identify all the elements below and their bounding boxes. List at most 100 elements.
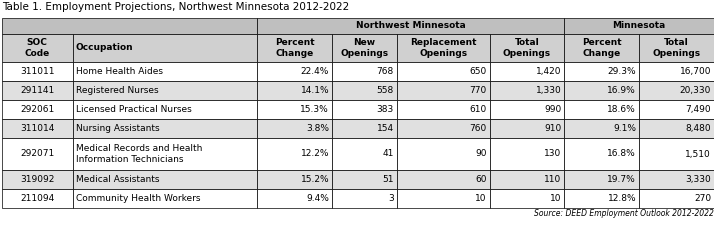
Bar bbox=[397, 81, 490, 100]
Bar bbox=[639, 170, 714, 189]
Text: 15.3%: 15.3% bbox=[301, 105, 329, 114]
Text: 110: 110 bbox=[544, 175, 561, 184]
Text: Home Health Aides: Home Health Aides bbox=[76, 67, 163, 76]
Bar bbox=[397, 100, 490, 119]
Bar bbox=[257, 138, 332, 170]
Bar bbox=[73, 138, 257, 170]
Text: Percent
Change: Percent Change bbox=[582, 38, 622, 58]
Bar bbox=[332, 62, 397, 81]
Bar bbox=[639, 62, 714, 81]
Text: 16,700: 16,700 bbox=[680, 67, 711, 76]
Bar bbox=[257, 100, 332, 119]
Text: Nursing Assistants: Nursing Assistants bbox=[76, 124, 159, 133]
Text: Table 1. Employment Projections, Northwest Minnesota 2012-2022: Table 1. Employment Projections, Northwe… bbox=[2, 2, 349, 12]
Text: Licensed Practical Nurses: Licensed Practical Nurses bbox=[76, 105, 191, 114]
Bar bbox=[257, 18, 564, 34]
Bar bbox=[397, 138, 490, 170]
Bar bbox=[397, 119, 490, 138]
Bar bbox=[73, 170, 257, 189]
Text: 10: 10 bbox=[550, 194, 561, 203]
Text: 9.1%: 9.1% bbox=[613, 124, 636, 133]
Bar bbox=[332, 189, 397, 208]
Text: Minnesota: Minnesota bbox=[613, 22, 666, 30]
Bar bbox=[490, 100, 564, 119]
Text: 650: 650 bbox=[469, 67, 486, 76]
Bar bbox=[73, 62, 257, 81]
Bar bbox=[490, 170, 564, 189]
Text: 41: 41 bbox=[382, 150, 393, 159]
Bar bbox=[2, 62, 73, 81]
Bar bbox=[490, 138, 564, 170]
Text: 90: 90 bbox=[475, 150, 486, 159]
Bar bbox=[639, 119, 714, 138]
Text: 154: 154 bbox=[376, 124, 393, 133]
Text: 291141: 291141 bbox=[20, 86, 54, 95]
Text: 19.7%: 19.7% bbox=[608, 175, 636, 184]
Bar bbox=[490, 189, 564, 208]
Bar bbox=[564, 119, 639, 138]
Bar bbox=[639, 34, 714, 62]
Bar bbox=[2, 189, 73, 208]
Bar bbox=[564, 100, 639, 119]
Text: Replacement
Openings: Replacement Openings bbox=[410, 38, 476, 58]
Bar bbox=[257, 34, 332, 62]
Text: Occupation: Occupation bbox=[76, 44, 133, 53]
Bar bbox=[257, 189, 332, 208]
Bar bbox=[2, 119, 73, 138]
Bar bbox=[332, 34, 397, 62]
Bar bbox=[490, 62, 564, 81]
Text: 9.4%: 9.4% bbox=[306, 194, 329, 203]
Text: Community Health Workers: Community Health Workers bbox=[76, 194, 200, 203]
Bar bbox=[564, 170, 639, 189]
Text: 760: 760 bbox=[469, 124, 486, 133]
Text: 768: 768 bbox=[376, 67, 393, 76]
Bar bbox=[564, 18, 714, 34]
Bar bbox=[639, 189, 714, 208]
Bar bbox=[397, 189, 490, 208]
Text: 1,510: 1,510 bbox=[685, 150, 711, 159]
Bar bbox=[564, 81, 639, 100]
Text: 610: 610 bbox=[469, 105, 486, 114]
Bar bbox=[73, 34, 257, 62]
Bar bbox=[639, 100, 714, 119]
Bar bbox=[73, 119, 257, 138]
Text: Medical Records and Health
Information Technicians: Medical Records and Health Information T… bbox=[76, 144, 202, 164]
Text: 910: 910 bbox=[544, 124, 561, 133]
Bar bbox=[2, 138, 73, 170]
Bar bbox=[639, 138, 714, 170]
Text: Northwest Minnesota: Northwest Minnesota bbox=[356, 22, 466, 30]
Bar bbox=[490, 81, 564, 100]
Text: 60: 60 bbox=[475, 175, 486, 184]
Text: 311011: 311011 bbox=[20, 67, 54, 76]
Text: 211094: 211094 bbox=[20, 194, 54, 203]
Bar bbox=[332, 138, 397, 170]
Text: Percent
Change: Percent Change bbox=[275, 38, 315, 58]
Text: 3.8%: 3.8% bbox=[306, 124, 329, 133]
Bar bbox=[564, 62, 639, 81]
Text: Registered Nurses: Registered Nurses bbox=[76, 86, 158, 95]
Text: 3,330: 3,330 bbox=[685, 175, 711, 184]
Text: Medical Assistants: Medical Assistants bbox=[76, 175, 159, 184]
Bar bbox=[2, 170, 73, 189]
Bar bbox=[564, 189, 639, 208]
Text: 16.8%: 16.8% bbox=[608, 150, 636, 159]
Bar bbox=[332, 81, 397, 100]
Text: Total
Openings: Total Openings bbox=[653, 38, 700, 58]
Bar bbox=[2, 100, 73, 119]
Bar bbox=[564, 34, 639, 62]
Text: 311014: 311014 bbox=[20, 124, 54, 133]
Bar bbox=[397, 34, 490, 62]
Text: 18.6%: 18.6% bbox=[608, 105, 636, 114]
Text: 15.2%: 15.2% bbox=[301, 175, 329, 184]
Text: 292071: 292071 bbox=[20, 150, 54, 159]
Text: 383: 383 bbox=[376, 105, 393, 114]
Bar bbox=[257, 119, 332, 138]
Text: 12.8%: 12.8% bbox=[608, 194, 636, 203]
Bar bbox=[397, 170, 490, 189]
Text: 29.3%: 29.3% bbox=[608, 67, 636, 76]
Text: 292061: 292061 bbox=[20, 105, 54, 114]
Text: 770: 770 bbox=[469, 86, 486, 95]
Bar bbox=[639, 81, 714, 100]
Text: Source: DEED Employment Outlook 2012-2022: Source: DEED Employment Outlook 2012-202… bbox=[534, 209, 714, 218]
Text: 14.1%: 14.1% bbox=[301, 86, 329, 95]
